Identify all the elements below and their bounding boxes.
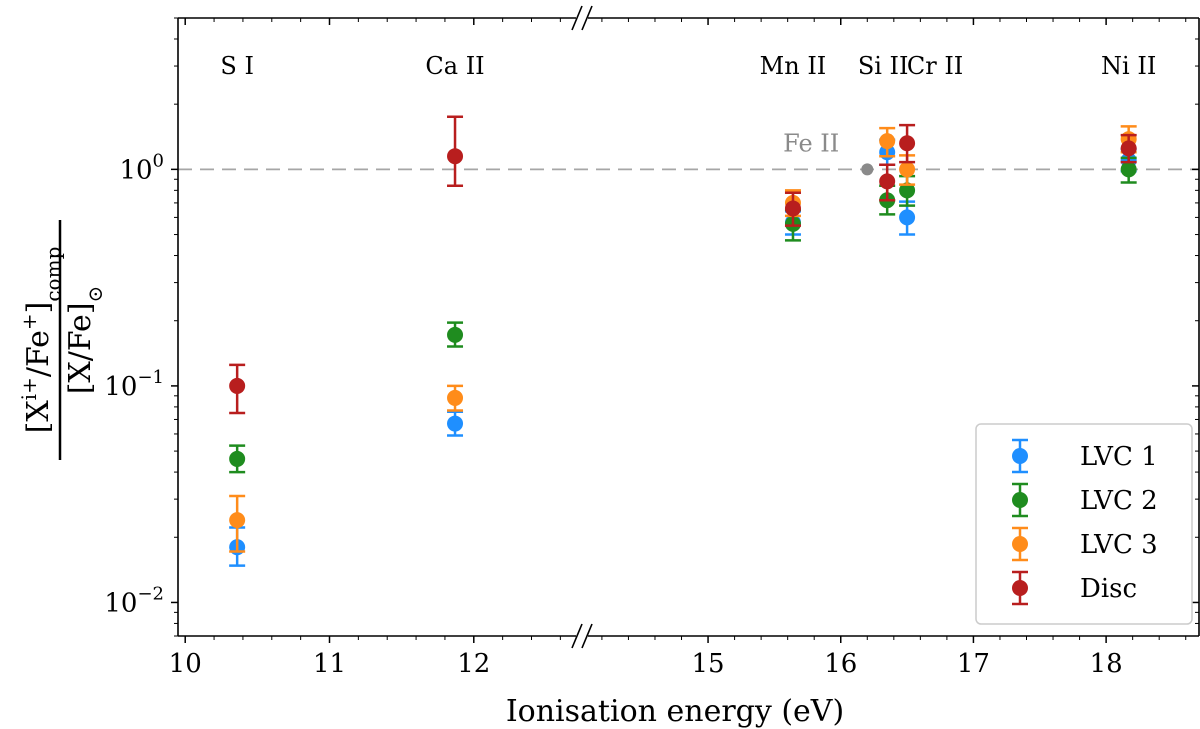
reference-point-fe-ii [861, 163, 874, 176]
data-point [899, 182, 916, 199]
data-point [229, 512, 246, 529]
legend-label-1: LVC 2 [1080, 486, 1158, 516]
species-label-5: Ni II [1101, 52, 1156, 80]
data-point [447, 148, 464, 165]
series-lvc-2 [229, 156, 1137, 474]
series-group [229, 115, 1137, 567]
data-point [1120, 161, 1137, 178]
data-point [447, 389, 464, 406]
x-tick-label-11: 11 [313, 649, 346, 679]
data-point [899, 209, 916, 226]
data-point [899, 135, 916, 152]
data-point [229, 377, 246, 394]
data-point [447, 326, 464, 343]
y-label-num-mid: /Fe [21, 330, 56, 377]
x-tick-label-12: 12 [457, 649, 490, 679]
series-disc [229, 115, 1137, 415]
legend-marker-dot [1012, 492, 1028, 508]
x-tick-label-16: 16 [824, 649, 857, 679]
species-label-4: Cr II [907, 52, 963, 80]
x-tick-label-18: 18 [1090, 649, 1123, 679]
x-axis-label: Ionisation energy (eV) [506, 694, 844, 729]
species-label-1: Ca II [425, 52, 484, 80]
data-point [879, 173, 896, 190]
legend-marker-dot [1012, 580, 1028, 596]
y-tick-label-0: 10−2 [104, 583, 164, 618]
y-axis-label: [Xi+/Fe+]comp [X/Fe]⊙ [17, 220, 107, 460]
species-label-0: S I [220, 52, 254, 80]
y-label-num-sub: comp [41, 247, 65, 302]
data-point [784, 200, 801, 217]
data-point [1120, 140, 1137, 157]
y-label-den-sub: ⊙ [83, 286, 107, 303]
y-label-num-sup2: + [17, 313, 41, 330]
species-label-3: Si II [858, 52, 909, 80]
y-axis-ticks: 10−2 10−1 100 [104, 17, 1199, 637]
legend-label-3: Disc [1080, 574, 1137, 604]
reference-point-label: Fe II [783, 129, 839, 157]
legend-marker-dot [1012, 448, 1028, 464]
y-label-den-main: [X/Fe] [63, 302, 98, 394]
data-point [879, 133, 896, 150]
y-tick-label-2: 100 [119, 150, 164, 185]
y-label-denominator: [X/Fe]⊙ [63, 286, 107, 395]
y-label-num-main: [X [21, 400, 56, 434]
data-point [899, 161, 916, 178]
y-tick-label-1: 10−1 [104, 367, 164, 402]
axis-break-mark-top-1 [581, 5, 593, 31]
x-tick-label-10: 10 [169, 649, 202, 679]
axis-break-mark-bottom-0 [571, 623, 583, 649]
legend-label-2: LVC 3 [1080, 530, 1158, 560]
data-point [229, 450, 246, 467]
x-axis-ticks: 10 11 12 15 16 17 18 [169, 18, 1187, 679]
species-label-2: Mn II [760, 52, 827, 80]
data-point [447, 415, 464, 432]
y-label-num-sup: i+ [17, 377, 41, 400]
y-label-numerator: [Xi+/Fe+]comp [17, 247, 65, 434]
legend-marker-dot [1012, 536, 1028, 552]
y-label-num-end: ] [21, 302, 56, 314]
legend-label-0: LVC 1 [1080, 442, 1158, 472]
axis-break-mark-top-0 [571, 5, 583, 31]
legend: LVC 1 LVC 2 LVC 3 Disc [975, 423, 1193, 625]
reference-point-group: Fe II [783, 129, 874, 176]
legend-box [975, 423, 1193, 625]
x-tick-label-17: 17 [957, 649, 990, 679]
axis-break-mark-bottom-1 [581, 623, 593, 649]
x-tick-label-15: 15 [692, 649, 725, 679]
